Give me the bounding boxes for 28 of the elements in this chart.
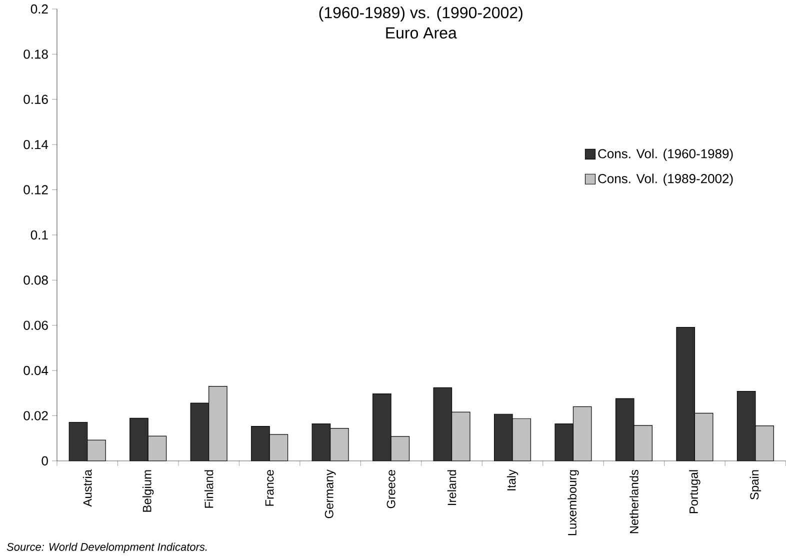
x-tick-label: Portugal <box>689 470 700 514</box>
y-tick-label: 0.06 <box>24 320 48 330</box>
x-tick-label: Belgium <box>142 470 154 512</box>
y-tick-label: 0.2 <box>30 4 48 14</box>
chart-title: (1960-1989) vs. (1990-2002) <box>319 6 522 22</box>
text: Euro Area <box>386 27 457 39</box>
x-tick-label: Netherlands <box>630 470 638 534</box>
y-tick-label: 0.12 <box>24 185 48 194</box>
y-tick-label: 0.16 <box>24 94 48 104</box>
y-tick-label: 0.02 <box>24 411 48 420</box>
y-tick-label: 0.14 <box>24 140 48 150</box>
x-tick-label: Luxembourg <box>568 470 579 536</box>
x-tick-label: Austria <box>82 469 92 507</box>
legend-label: Cons. Vol. (1960-1989) <box>598 148 733 161</box>
x-tick-label: Italy <box>506 470 518 490</box>
y-tick-label: 0.04 <box>24 366 48 376</box>
y-tick-label: 0.08 <box>24 276 48 285</box>
y-tick-label: 0.18 <box>24 50 48 59</box>
x-tick-label: Germany <box>324 470 336 518</box>
x-tick-label: Finland <box>204 470 214 508</box>
x-tick-label: Greece <box>386 470 396 508</box>
y-tick-label: 0 <box>42 456 48 466</box>
x-tick-label: Ireland <box>447 470 456 506</box>
x-tick-label: France <box>265 470 274 506</box>
x-tick-label: Spain <box>750 470 762 500</box>
source-note: Source: World Develompment Indicators. <box>6 542 207 554</box>
legend-label: Cons. Vol. (1989-2002) <box>598 174 733 186</box>
y-tick-label: 0.1 <box>30 230 48 240</box>
